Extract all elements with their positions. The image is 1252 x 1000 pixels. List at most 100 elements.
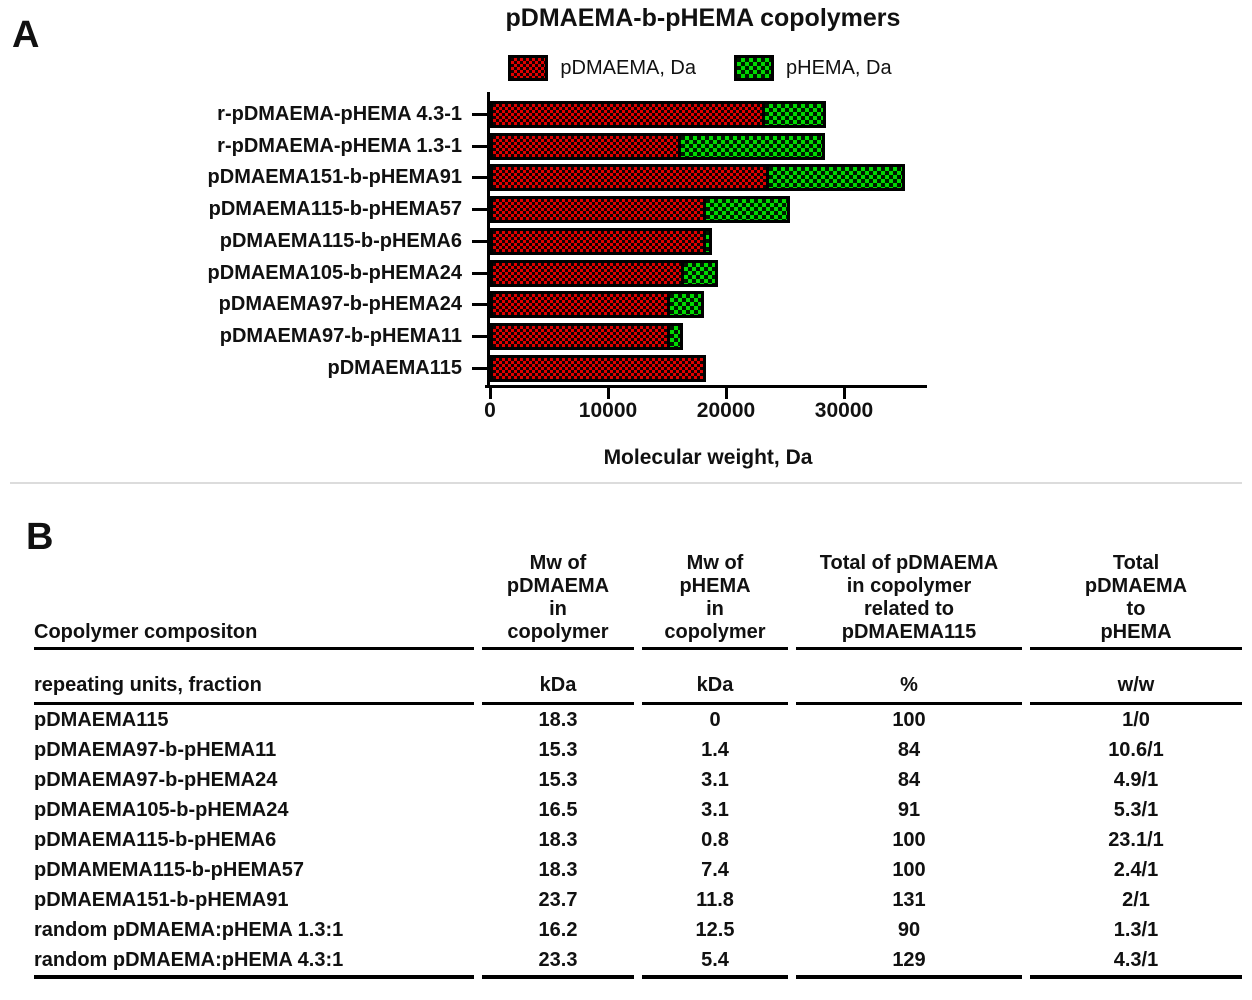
cell-total-percent: 84	[897, 738, 921, 761]
bar-track	[490, 355, 706, 382]
copolymer-table: Copolymer compositon Mw of pDMAEMA in co…	[26, 532, 1250, 979]
y-tick	[472, 240, 487, 243]
x-axis-line	[485, 385, 927, 388]
bar-row: r-pDMAEMA-pHEMA 4.3-1	[0, 101, 950, 128]
cell-mw-pdmaema: 18.3	[538, 708, 578, 731]
bar-row: r-pDMAEMA-pHEMA 1.3-1	[0, 133, 950, 160]
bar-track	[490, 101, 826, 128]
bar-track	[490, 323, 683, 350]
chart-title: pDMAEMA-b-pHEMA copolymers	[505, 4, 901, 32]
cell-total-percent: 100	[892, 828, 926, 851]
column-header-composition: Copolymer compositon	[34, 532, 474, 650]
cell-name: pDMAMEMA115-b-pHEMA57	[34, 858, 305, 881]
cell-total-percent: 131	[892, 888, 926, 911]
category-label: pDMAEMA115-b-pHEMA57	[208, 198, 462, 220]
legend-swatch-phema-icon	[734, 55, 774, 81]
bar-row: pDMAEMA97-b-pHEMA11	[0, 323, 950, 350]
table-header-row: Copolymer compositon Mw of pDMAEMA in co…	[34, 532, 1242, 650]
cell-mw-phema: 0	[709, 708, 721, 731]
bar-segment-phema	[703, 196, 790, 223]
bar-segment-phema	[678, 133, 825, 160]
units-kda-1: kDa	[482, 650, 634, 705]
cell-mw-pdmaema: 23.7	[538, 888, 578, 911]
table-row: pDMAEMA151-b-pHEMA91 23.7 11.8 131 2/1	[34, 885, 1242, 915]
category-label: pDMAEMA151-b-pHEMA91	[207, 166, 462, 188]
cell-mw-phema: 5.4	[642, 945, 788, 979]
category-label: r-pDMAEMA-pHEMA 4.3-1	[217, 103, 462, 125]
column-header-total-related: Total of pDMAEMA in copolymer related to…	[796, 532, 1022, 650]
cell-total-percent: 90	[897, 918, 921, 941]
cell-name: pDMAEMA105-b-pHEMA24	[34, 798, 289, 821]
category-label: pDMAEMA115	[327, 357, 462, 379]
panel-a-label: A	[12, 14, 40, 56]
bar-chart: r-pDMAEMA-pHEMA 4.3-1 r-pDMAEMA-pHEMA 1.3…	[0, 0, 1252, 480]
cell-name: pDMAEMA115	[34, 708, 169, 731]
bar-segment-pdmaema	[490, 101, 765, 128]
table-row: pDMAMEMA115-b-pHEMA57 18.3 7.4 100 2.4/1	[34, 855, 1242, 885]
bar-track	[490, 164, 905, 191]
bar-segment-phema	[667, 323, 683, 350]
table-row: random pDMAEMA:pHEMA 4.3:1 23.3 5.4 129 …	[34, 945, 1242, 979]
column-header-mw-phema: Mw of pHEMA in copolymer	[642, 532, 788, 650]
y-tick	[472, 367, 487, 370]
cell-ratio: 2/1	[1122, 888, 1150, 911]
table-units-row: repeating units, fraction kDa kDa % w/w	[34, 650, 1242, 705]
bar-row: pDMAEMA105-b-pHEMA24	[0, 260, 950, 287]
units-kda-2: kDa	[642, 650, 788, 705]
cell-ratio: 5.3/1	[1113, 798, 1159, 821]
cell-ratio: 10.6/1	[1108, 738, 1164, 761]
bar-segment-phema	[667, 291, 704, 318]
cell-total-percent: 91	[897, 798, 921, 821]
legend-swatch-pdmaema-icon	[508, 55, 549, 81]
cell-total-percent: 84	[897, 768, 921, 791]
column-header-mw-pdmaema: Mw of pDMAEMA in copolymer	[482, 532, 634, 650]
x-tick-label: 30000	[814, 399, 874, 422]
cell-ratio: 1.3/1	[1113, 918, 1159, 941]
y-tick	[472, 176, 487, 179]
cell-name: pDMAEMA97-b-pHEMA11	[34, 738, 277, 761]
cell-mw-pdmaema: 15.3	[538, 768, 578, 791]
bar-segment-pdmaema	[490, 291, 670, 318]
cell-name: random pDMAEMA:pHEMA 1.3:1	[34, 918, 344, 941]
units-ww: w/w	[1030, 650, 1242, 705]
cell-name: random pDMAEMA:pHEMA 4.3:1	[34, 945, 474, 979]
x-tick-label: 20000	[696, 399, 756, 422]
y-tick	[472, 113, 487, 116]
bar-row: pDMAEMA151-b-pHEMA91	[0, 164, 950, 191]
bar-track	[490, 133, 825, 160]
cell-ratio: 4.3/1	[1030, 945, 1242, 979]
y-tick	[472, 335, 487, 338]
bar-track	[490, 196, 790, 223]
x-tick	[489, 388, 492, 399]
cell-mw-phema: 0.8	[701, 828, 729, 851]
bar-segment-pdmaema	[490, 260, 684, 287]
bar-track	[490, 291, 704, 318]
cell-mw-pdmaema: 16.2	[538, 918, 578, 941]
legend-label-phema: pHEMA, Da	[786, 56, 892, 79]
table-row: pDMAEMA105-b-pHEMA24 16.5 3.1 91 5.3/1	[34, 795, 1242, 825]
cell-mw-pdmaema: 23.3	[482, 945, 634, 979]
y-tick	[472, 208, 487, 211]
chart-legend: pDMAEMA, Da pHEMA, Da	[420, 54, 980, 82]
cell-total-percent: 100	[892, 858, 926, 881]
cell-ratio: 1/0	[1122, 708, 1150, 731]
cell-mw-phema: 3.1	[701, 798, 729, 821]
x-tick-label: 10000	[578, 399, 638, 422]
bar-segment-pdmaema	[490, 323, 670, 350]
cell-total-percent: 129	[796, 945, 1022, 979]
bar-segment-pdmaema	[490, 228, 706, 255]
category-label: pDMAEMA105-b-pHEMA24	[207, 262, 462, 284]
cell-mw-phema: 1.4	[701, 738, 729, 761]
bar-segment-phema	[762, 101, 826, 128]
cell-name: pDMAEMA97-b-pHEMA24	[34, 768, 278, 791]
x-tick-label: 0	[484, 399, 496, 422]
x-tick	[843, 388, 846, 399]
bar-row: pDMAEMA115-b-pHEMA6	[0, 228, 950, 255]
panel-b-label: B	[26, 516, 54, 558]
bar-segment-phema	[766, 164, 905, 191]
table-row: pDMAEMA115 18.3 0 100 1/0	[34, 705, 1242, 735]
bar-row: pDMAEMA115	[0, 355, 950, 382]
x-tick	[607, 388, 610, 399]
bar-track	[490, 260, 718, 287]
